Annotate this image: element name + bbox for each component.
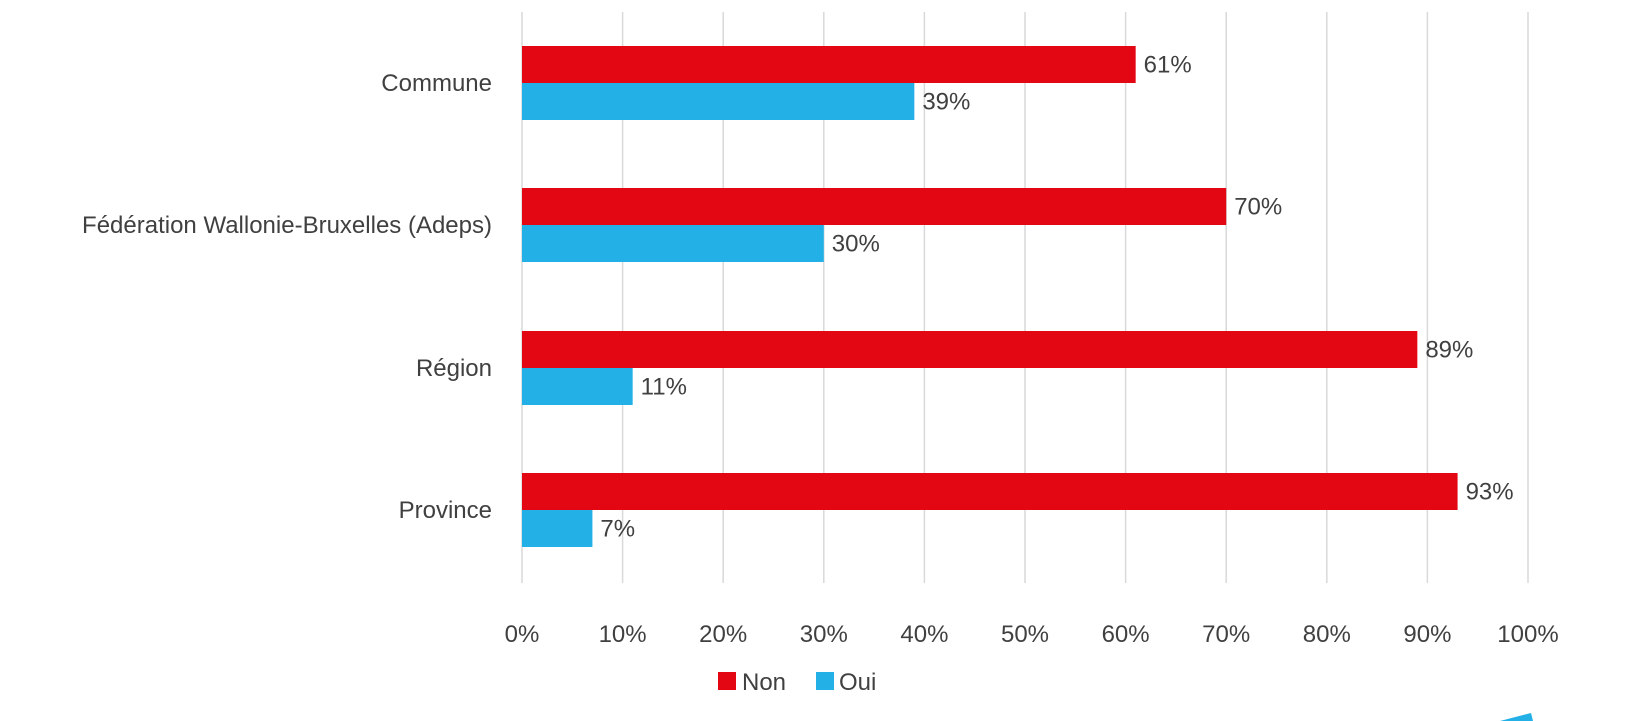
data-label-non-1: 70% [1234,194,1282,221]
bar-non-2 [522,331,1418,368]
x-tick-label-70: 70% [1202,621,1250,648]
data-label-non-3: 93% [1466,479,1514,506]
bar-non-1 [522,188,1227,225]
x-tick-label-50: 50% [1001,621,1049,648]
bar-oui-1 [522,225,824,262]
legend-swatch-non [718,672,736,690]
data-label-non-0: 61% [1144,52,1192,79]
category-label-3: Province [399,497,492,524]
data-label-non-2: 89% [1425,337,1473,364]
x-tick-label-30: 30% [800,621,848,648]
x-tick-label-20: 20% [699,621,747,648]
data-label-oui-1: 30% [832,231,880,258]
bars: 61% 39% 70% 30% 89% 11% 93% 7% [522,46,1514,547]
x-tick-label-90: 90% [1403,621,1451,648]
x-axis-tick-labels: 0% 10% 20% 30% 40% 50% 60% 70% 80% 90% 100% [505,621,1559,648]
legend-swatch-oui [816,672,834,690]
x-tick-label-100: 100% [1497,621,1558,648]
bar-oui-0 [522,83,915,120]
x-tick-label-40: 40% [900,621,948,648]
bar-non-0 [522,46,1136,83]
category-label-0: Commune [381,70,492,97]
category-label-1: Fédération Wallonie-Bruxelles (Adeps) [82,212,492,239]
x-tick-label-80: 80% [1303,621,1351,648]
legend: Non Oui [718,669,876,696]
data-label-oui-2: 11% [641,374,687,401]
corner-decoration [1500,713,1533,721]
bar-non-3 [522,473,1458,510]
category-label-2: Région [416,355,492,382]
data-label-oui-0: 39% [922,89,970,116]
x-tick-label-10: 10% [599,621,647,648]
x-tick-label-60: 60% [1102,621,1150,648]
x-tick-label-0: 0% [505,621,540,648]
bar-oui-2 [522,368,633,405]
legend-label-oui: Oui [839,669,876,696]
bar-oui-3 [522,510,593,547]
legend-label-non: Non [742,669,786,696]
category-labels: Commune Fédération Wallonie-Bruxelles (Ad… [82,70,492,524]
data-label-oui-3: 7% [600,516,635,543]
